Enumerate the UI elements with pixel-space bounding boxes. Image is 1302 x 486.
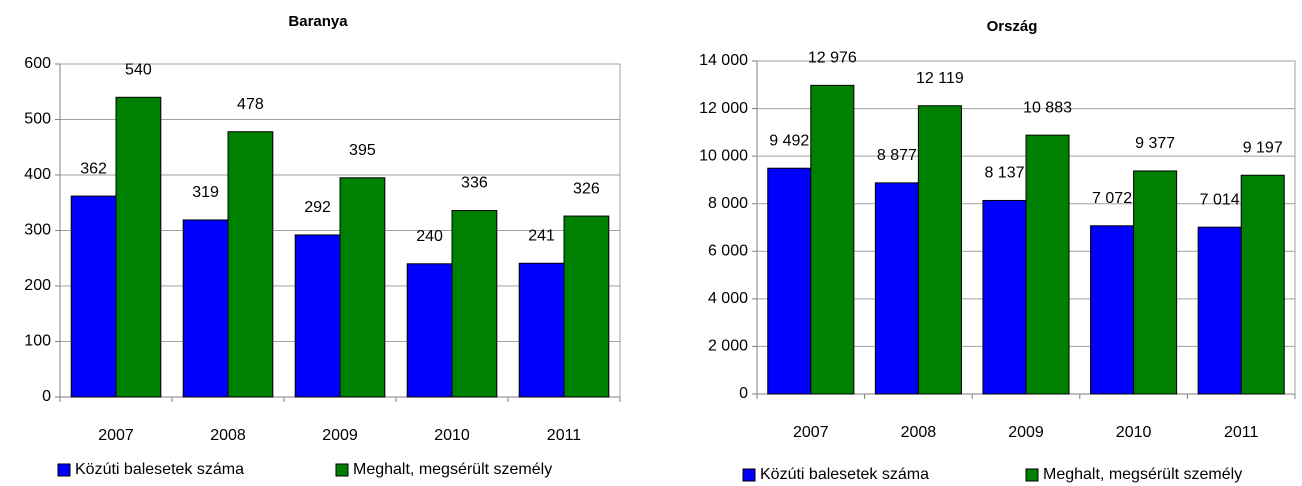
- data-label: 478: [237, 96, 264, 113]
- bar: [767, 167, 812, 395]
- x-tick-label: 2009: [322, 427, 358, 444]
- data-label: 12 976: [808, 50, 857, 67]
- y-tick-label: 4 000: [708, 290, 748, 307]
- legend-swatch: [742, 468, 756, 482]
- legend-label: Meghalt, megsérült személy: [1043, 466, 1242, 483]
- x-tick-label: 2011: [547, 427, 582, 444]
- y-tick-label: 300: [24, 222, 51, 239]
- bar: [1025, 134, 1070, 395]
- data-label: 9 377: [1135, 135, 1175, 152]
- data-label: 8 137: [984, 165, 1024, 182]
- y-tick-label: 100: [24, 333, 51, 350]
- bar: [1090, 225, 1135, 395]
- data-label: 292: [304, 199, 331, 216]
- y-tick-label: 10 000: [699, 147, 748, 164]
- bar: [451, 210, 498, 398]
- legend-label: Közúti balesetek száma: [75, 461, 244, 478]
- x-tick-label: 2007: [98, 427, 134, 444]
- legend-swatch: [1025, 468, 1039, 482]
- data-label: 7 072: [1092, 190, 1132, 207]
- bar: [1240, 174, 1285, 395]
- data-label: 8 877: [877, 147, 917, 164]
- data-label: 319: [192, 184, 219, 201]
- x-tick-label: 2007: [793, 424, 829, 441]
- legend-swatch: [57, 463, 71, 477]
- bar: [182, 219, 229, 398]
- bar: [70, 195, 117, 398]
- y-tick-label: 2 000: [708, 338, 748, 355]
- bar: [518, 262, 565, 398]
- data-label: 336: [461, 175, 488, 192]
- legend-label: Meghalt, megsérült személy: [353, 461, 552, 478]
- bar: [406, 263, 453, 398]
- y-tick-label: 600: [24, 55, 51, 72]
- bar: [917, 105, 962, 395]
- data-label: 241: [528, 227, 555, 244]
- y-tick-label: 200: [24, 277, 51, 294]
- bar: [874, 182, 919, 395]
- bar: [294, 234, 341, 398]
- y-tick-label: 0: [739, 385, 748, 402]
- x-tick-label: 2008: [210, 427, 246, 444]
- x-tick-label: 2008: [901, 424, 937, 441]
- bar: [339, 177, 386, 398]
- y-tick-label: 400: [24, 166, 51, 183]
- bar: [1197, 226, 1242, 395]
- data-label: 326: [573, 180, 600, 197]
- data-label: 10 883: [1023, 99, 1072, 116]
- x-tick-label: 2011: [1224, 424, 1259, 441]
- data-label: 362: [80, 160, 107, 177]
- bar: [115, 96, 162, 398]
- y-tick-label: 0: [42, 388, 51, 405]
- y-tick-label: 500: [24, 111, 51, 128]
- x-tick-label: 2009: [1008, 424, 1044, 441]
- data-label: 9 197: [1243, 139, 1283, 156]
- y-tick-label: 8 000: [708, 195, 748, 212]
- chart-title: Ország: [987, 18, 1038, 35]
- bar: [1133, 170, 1178, 395]
- chart-title: Baranya: [288, 13, 348, 30]
- x-tick-label: 2010: [434, 427, 470, 444]
- y-tick-label: 12 000: [699, 100, 748, 117]
- data-label: 540: [125, 62, 152, 79]
- legend-swatch: [335, 463, 349, 477]
- data-label: 7 014: [1200, 191, 1240, 208]
- x-tick-label: 2010: [1116, 424, 1152, 441]
- bar: [982, 199, 1027, 395]
- y-tick-label: 6 000: [708, 243, 748, 260]
- y-tick-label: 14 000: [699, 52, 748, 69]
- bar: [227, 131, 274, 398]
- data-label: 12 119: [916, 70, 964, 87]
- data-label: 395: [349, 142, 376, 159]
- bar: [810, 84, 855, 395]
- bar: [563, 215, 610, 398]
- legend-label: Közúti balesetek száma: [760, 466, 929, 483]
- data-label: 240: [416, 228, 443, 245]
- data-label: 9 492: [769, 132, 809, 149]
